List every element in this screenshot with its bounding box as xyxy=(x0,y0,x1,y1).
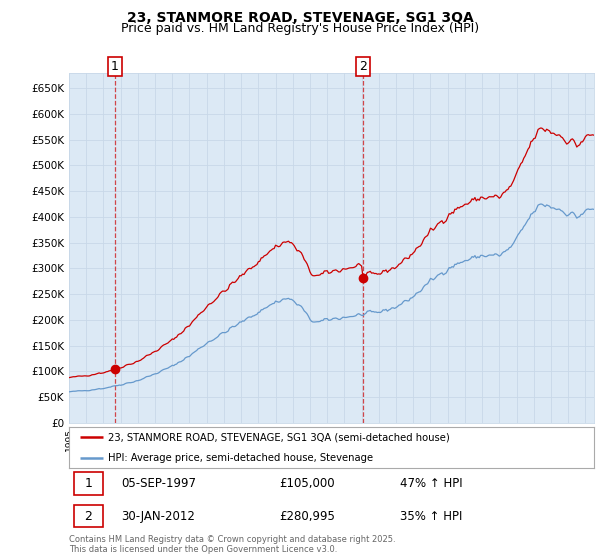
Text: 05-SEP-1997: 05-SEP-1997 xyxy=(121,477,197,490)
Text: £105,000: £105,000 xyxy=(279,477,335,490)
Text: 23, STANMORE ROAD, STEVENAGE, SG1 3QA: 23, STANMORE ROAD, STEVENAGE, SG1 3QA xyxy=(127,11,473,25)
Text: 30-JAN-2012: 30-JAN-2012 xyxy=(121,510,196,523)
Text: Contains HM Land Registry data © Crown copyright and database right 2025.
This d: Contains HM Land Registry data © Crown c… xyxy=(69,535,395,554)
Text: Price paid vs. HM Land Registry's House Price Index (HPI): Price paid vs. HM Land Registry's House … xyxy=(121,22,479,35)
Text: 1: 1 xyxy=(85,477,92,490)
Text: 35% ↑ HPI: 35% ↑ HPI xyxy=(400,510,462,523)
Text: 2: 2 xyxy=(85,510,92,523)
FancyBboxPatch shape xyxy=(74,472,103,494)
Text: 1: 1 xyxy=(111,60,119,73)
Text: 47% ↑ HPI: 47% ↑ HPI xyxy=(400,477,463,490)
Text: £280,995: £280,995 xyxy=(279,510,335,523)
Text: 23, STANMORE ROAD, STEVENAGE, SG1 3QA (semi-detached house): 23, STANMORE ROAD, STEVENAGE, SG1 3QA (s… xyxy=(109,432,450,442)
FancyBboxPatch shape xyxy=(74,505,103,528)
Text: 2: 2 xyxy=(359,60,367,73)
Text: HPI: Average price, semi-detached house, Stevenage: HPI: Average price, semi-detached house,… xyxy=(109,452,373,463)
